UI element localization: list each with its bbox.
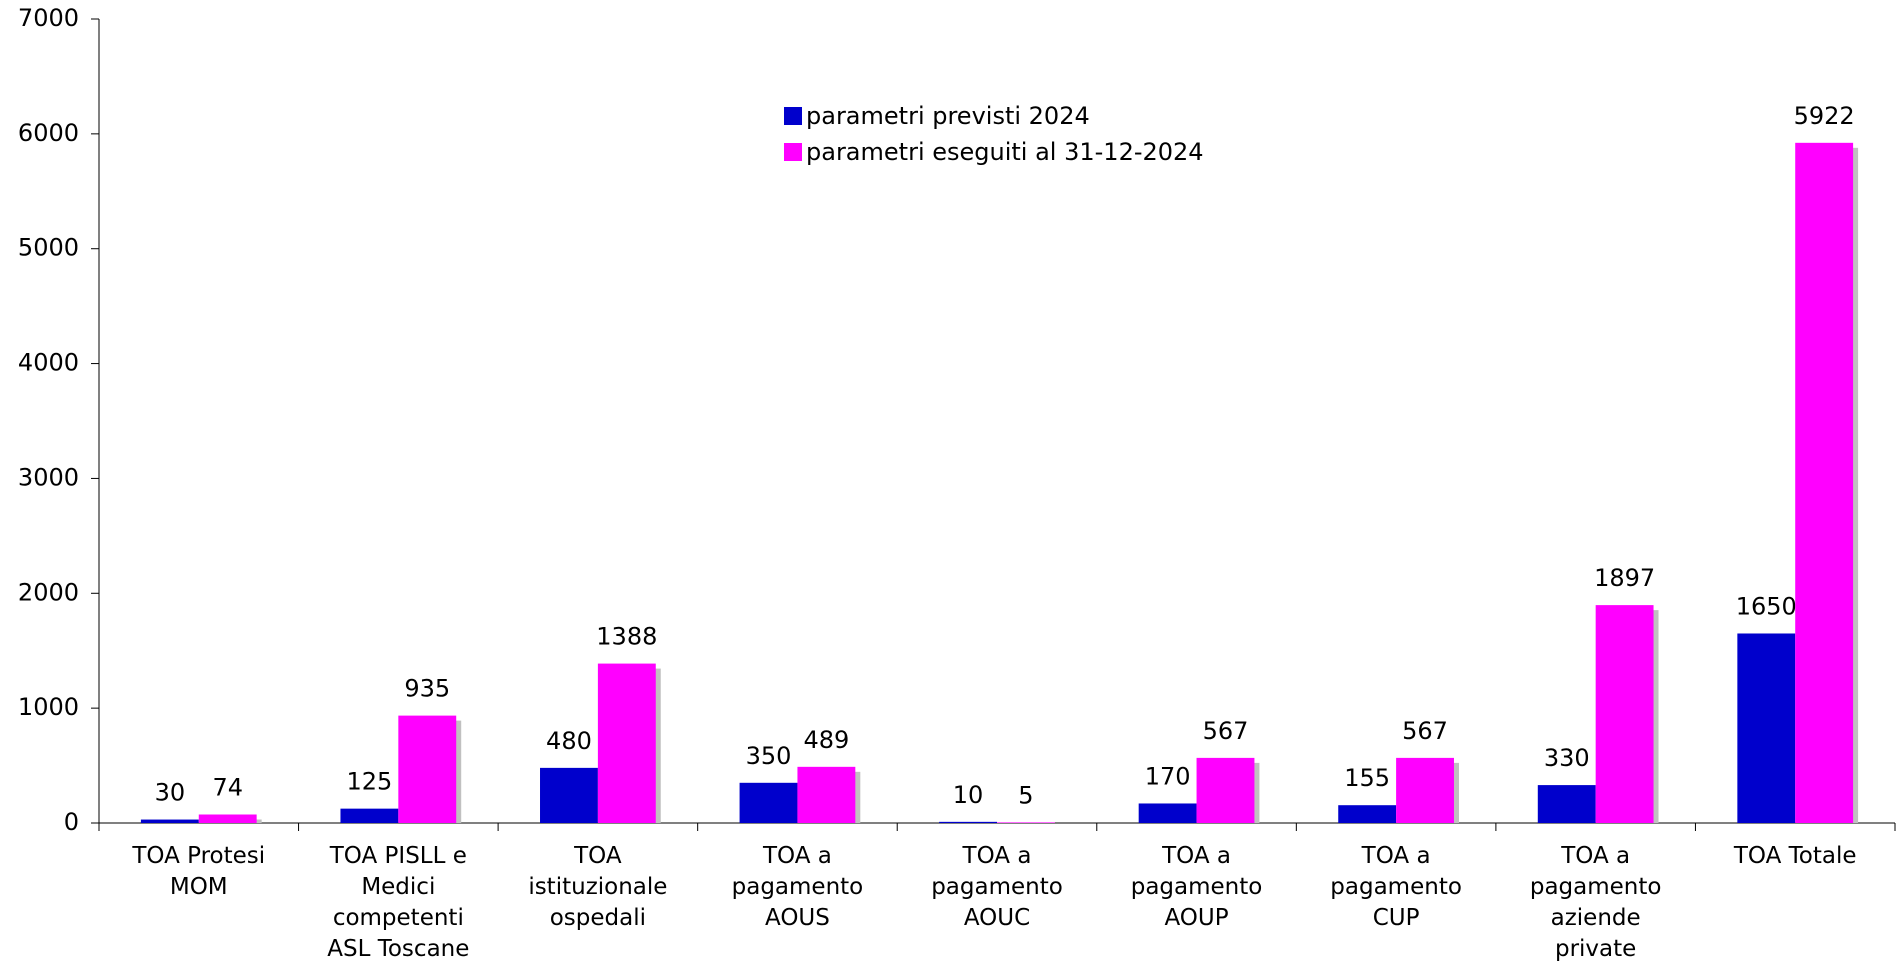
data-label: 1388 (596, 623, 657, 651)
x-tick-label: TOA a pagamento aziende private (1529, 843, 1662, 962)
y-tick-label: 3000 (18, 463, 79, 491)
bar (140, 819, 199, 823)
bar (1595, 605, 1654, 823)
bar (1396, 757, 1454, 823)
y-tick-label: 2000 (18, 578, 79, 606)
x-tick-label: TOA a pagamento AOUP (1130, 843, 1263, 931)
y-tick-label: 5000 (18, 234, 79, 262)
legend-swatch (784, 107, 802, 125)
bar (597, 663, 656, 823)
data-label: 567 (1203, 717, 1249, 745)
data-label: 155 (1344, 764, 1390, 792)
data-label: 30 (155, 779, 186, 807)
bar (398, 715, 457, 823)
data-label: 489 (803, 726, 849, 754)
bar (1196, 757, 1255, 823)
bar (797, 766, 856, 823)
x-tick-label: TOA Totale (1733, 843, 1857, 869)
x-tick-label: TOA istituzionale ospedali (528, 843, 668, 931)
y-tick-label: 7000 (18, 4, 79, 32)
bar (540, 767, 598, 823)
x-tick-label: TOA a pagamento AOUS (731, 843, 864, 931)
data-label: 5 (1018, 781, 1033, 809)
legend-label: parametri previsti 2024 (806, 102, 1090, 130)
bar (939, 821, 997, 823)
bar (1338, 805, 1397, 823)
bar (739, 782, 798, 823)
data-label: 935 (404, 675, 450, 703)
data-label: 170 (1145, 762, 1191, 790)
x-tick-label: TOA a pagamento CUP (1330, 843, 1462, 931)
bar (198, 814, 257, 823)
y-tick-label: 4000 (18, 349, 79, 377)
x-tick-label: TOA a pagamento AOUC (931, 843, 1063, 931)
data-label: 5922 (1794, 102, 1855, 130)
bar (1537, 785, 1596, 823)
bar (1795, 142, 1854, 824)
legend-label: parametri eseguiti al 31-12-2024 (806, 138, 1204, 166)
y-tick-label: 0 (64, 808, 79, 836)
bar (1737, 633, 1796, 823)
data-label: 10 (953, 781, 984, 809)
bar (340, 808, 399, 823)
y-tick-label: 1000 (18, 693, 79, 721)
data-label: 74 (212, 774, 243, 802)
data-label: 480 (546, 727, 592, 755)
bar (997, 822, 1055, 823)
data-label: 1897 (1594, 564, 1655, 592)
data-label: 125 (346, 768, 392, 796)
x-tick-label: TOA Protesi MOM (132, 843, 266, 900)
legend-swatch (784, 143, 802, 161)
data-label: 1650 (1736, 592, 1797, 620)
y-tick-label: 6000 (18, 119, 79, 147)
bar (1138, 803, 1197, 823)
data-label: 350 (746, 742, 792, 770)
x-tick-label: TOA PISLL e Medici competenti ASL Toscan… (327, 843, 470, 962)
data-label: 330 (1544, 744, 1590, 772)
data-label: 567 (1402, 717, 1448, 745)
